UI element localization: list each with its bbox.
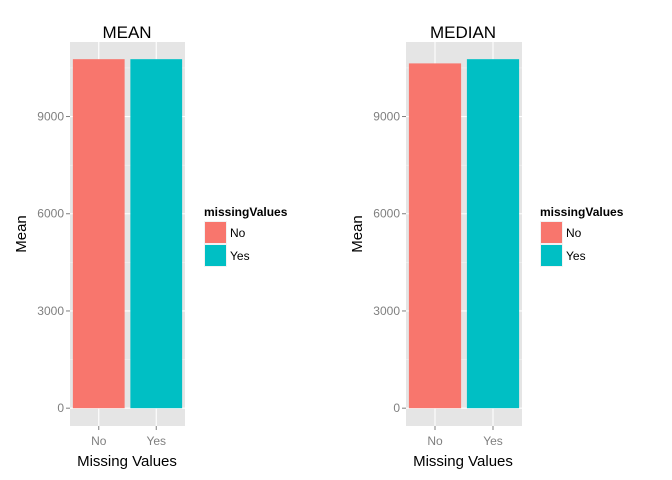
legend-key-swatch: [205, 245, 226, 266]
legend-title: missingValues: [204, 205, 288, 219]
y-tick-label: 0: [57, 401, 64, 415]
legend-label: Yes: [230, 249, 250, 263]
legend-key-swatch: [541, 222, 562, 243]
x-tick-label: No: [91, 434, 107, 448]
legend-label: No: [566, 226, 582, 240]
chart-panel-2: 0 3000 6000 9000 No Yes MEDIAN Missing Values Me…: [349, 23, 624, 470]
legend-key-swatch: [205, 222, 226, 243]
chart-title: MEDIAN: [430, 23, 496, 42]
legend-label: No: [230, 226, 246, 240]
y-axis-title: Mean: [13, 215, 30, 253]
chart-panel-1: 0 3000 6000 9000 No Yes MEAN Missing Values Mean…: [13, 23, 288, 470]
x-tick-label: No: [427, 434, 443, 448]
y-tick-label: 3000: [373, 304, 400, 318]
x-axis-title: Missing Values: [413, 453, 513, 470]
bar-yes: [130, 59, 183, 409]
y-tick-label: 6000: [373, 207, 400, 221]
y-tick-label: 9000: [373, 110, 400, 124]
y-tick-label: 3000: [37, 304, 64, 318]
legend: missingValues No Yes: [204, 205, 288, 267]
y-tick-label: 0: [393, 401, 400, 415]
y-axis-title: Mean: [349, 215, 366, 253]
legend-title: missingValues: [540, 205, 624, 219]
legend-key-swatch: [541, 245, 562, 266]
bar-no: [72, 59, 125, 409]
y-tick-label: 6000: [37, 207, 64, 221]
legend: missingValues No Yes: [540, 205, 624, 267]
x-tick-label: Yes: [483, 434, 503, 448]
chart-title: MEAN: [102, 23, 151, 42]
bar-yes: [466, 59, 520, 409]
x-tick-label: Yes: [146, 434, 166, 448]
bar-no: [408, 63, 462, 409]
x-axis-title: Missing Values: [77, 453, 177, 470]
y-tick-label: 9000: [37, 110, 64, 124]
legend-label: Yes: [566, 249, 586, 263]
